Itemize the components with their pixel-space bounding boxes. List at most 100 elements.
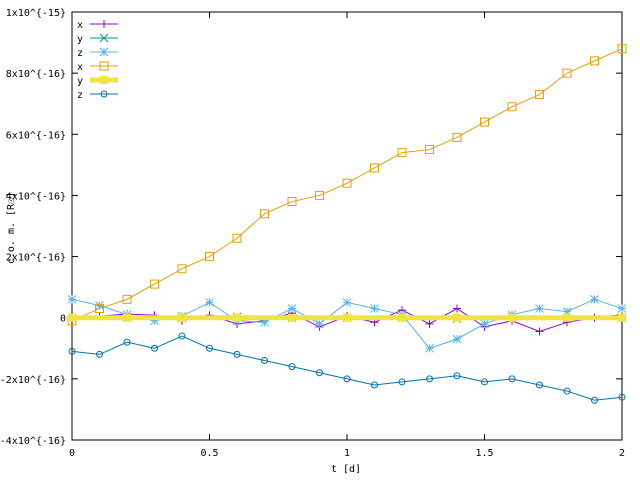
legend-label: z xyxy=(77,48,83,59)
data-point xyxy=(343,375,351,383)
data-point xyxy=(150,316,159,326)
data-point xyxy=(206,344,213,352)
data-point xyxy=(398,313,406,322)
data-point xyxy=(288,313,296,322)
legend-label: y xyxy=(77,76,83,87)
data-point xyxy=(67,295,77,304)
data-point xyxy=(99,61,109,71)
data-point xyxy=(178,332,186,340)
legend-label: x xyxy=(77,62,83,73)
data-point xyxy=(178,313,186,322)
series-line xyxy=(71,48,623,322)
y-tick-label: 4x10^{-16} xyxy=(6,191,66,202)
data-point xyxy=(507,102,517,112)
data-point xyxy=(343,313,351,322)
data-point xyxy=(536,381,543,389)
data-point xyxy=(590,295,599,304)
data-point xyxy=(100,90,108,98)
data-point xyxy=(535,90,544,100)
y-tick-label: 8x10^{-16} xyxy=(6,69,66,80)
y-tick-label: 1x10^{-15} xyxy=(6,8,66,19)
data-point xyxy=(316,369,323,377)
data-point xyxy=(342,298,352,307)
legend-label: y xyxy=(77,34,83,45)
data-point xyxy=(563,387,571,395)
series-line xyxy=(71,335,623,401)
y-tick-label: 6x10^{-16} xyxy=(6,130,66,141)
data-point xyxy=(99,33,109,43)
data-point xyxy=(535,327,544,336)
data-point xyxy=(100,76,108,84)
x-tick-label: 1 xyxy=(344,448,350,459)
data-point xyxy=(123,338,131,346)
data-point xyxy=(233,313,241,322)
data-point xyxy=(287,304,297,313)
x-tick-label: 1.5 xyxy=(475,448,493,459)
legend-label: x xyxy=(77,20,83,31)
data-point xyxy=(453,304,461,313)
axes xyxy=(71,11,623,441)
data-point xyxy=(425,145,434,155)
data-point xyxy=(398,378,406,386)
legend-label: z xyxy=(77,90,83,101)
data-point xyxy=(342,178,352,188)
data-point xyxy=(315,319,324,329)
data-point xyxy=(481,378,488,386)
y-tick-label: -2x10^{-16} xyxy=(0,375,66,386)
series-3 xyxy=(67,295,627,353)
y-tick-label: 2x10^{-16} xyxy=(6,253,66,264)
data-point xyxy=(535,304,544,313)
data-point xyxy=(591,396,598,404)
data-point xyxy=(96,350,103,358)
data-point xyxy=(562,68,572,78)
data-point xyxy=(425,319,434,328)
data-point xyxy=(233,350,241,358)
data-point xyxy=(232,233,242,243)
tick-labels: 0 0.5 1 1.5 2 -4x10^{-16} -2x10^{-16} 0 2x10^{-1… xyxy=(0,8,625,459)
data-point xyxy=(177,264,187,274)
data-point xyxy=(480,117,489,127)
data-point xyxy=(260,209,269,219)
data-point xyxy=(150,279,159,289)
data-point xyxy=(508,313,516,322)
series-6 xyxy=(68,332,626,404)
x-tick-label: 0 xyxy=(69,448,75,459)
data-point xyxy=(452,334,462,344)
data-point xyxy=(617,44,627,54)
data-point xyxy=(68,347,76,355)
data-point xyxy=(205,252,214,262)
data-point xyxy=(205,298,214,307)
data-point xyxy=(370,163,379,173)
data-point xyxy=(260,317,269,327)
data-point xyxy=(618,393,626,401)
y-axis-label: c.o. m. [R☉] xyxy=(6,192,17,264)
y-tick-label: -4x10^{-16} xyxy=(0,436,66,447)
data-point xyxy=(590,56,599,66)
data-point xyxy=(261,357,268,365)
series-group xyxy=(67,44,627,404)
x-axis-label: t [d] xyxy=(331,464,361,475)
data-point xyxy=(618,313,626,322)
series-5 xyxy=(68,313,626,322)
x-tick-label: 2 xyxy=(619,448,625,459)
data-point xyxy=(452,132,462,142)
data-point xyxy=(123,313,131,322)
data-point xyxy=(100,20,108,28)
data-point xyxy=(288,363,296,371)
data-point xyxy=(617,304,627,313)
series-4 xyxy=(67,44,627,326)
y-tick-label: 0 xyxy=(60,314,66,325)
data-point xyxy=(99,47,109,57)
data-point xyxy=(425,343,434,353)
data-point xyxy=(95,304,104,314)
x-tick-label: 0.5 xyxy=(200,448,218,459)
data-point xyxy=(453,313,461,322)
data-point xyxy=(95,301,104,310)
data-point xyxy=(371,381,378,389)
data-point xyxy=(453,372,461,380)
data-point xyxy=(122,294,132,304)
data-point xyxy=(397,148,407,158)
